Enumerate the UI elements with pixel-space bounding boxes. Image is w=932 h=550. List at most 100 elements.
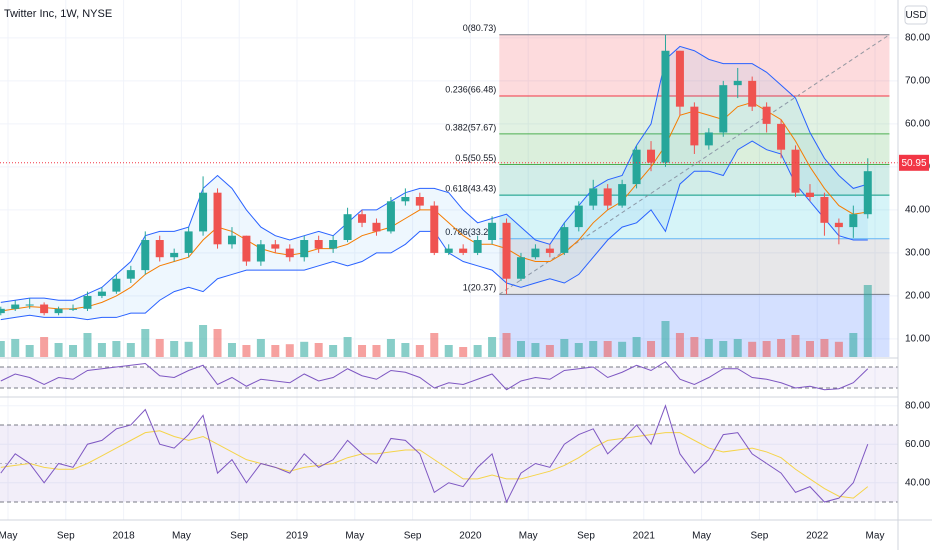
volume-bar bbox=[256, 339, 265, 357]
bollinger-fill bbox=[0, 46, 868, 320]
candle-body bbox=[83, 295, 92, 309]
candle-body bbox=[603, 188, 612, 206]
candle-body bbox=[863, 171, 872, 215]
fib-label: 0.236(66.48) bbox=[445, 84, 496, 94]
volume-bar bbox=[531, 343, 540, 357]
candle-body bbox=[545, 248, 554, 253]
volume-bar bbox=[820, 339, 829, 357]
volume-bar bbox=[271, 345, 280, 357]
candle-body bbox=[430, 205, 439, 253]
candle-body bbox=[199, 192, 208, 232]
volume-bar bbox=[112, 341, 121, 357]
candle-body bbox=[733, 80, 742, 86]
candle-body bbox=[748, 80, 757, 107]
candle-body bbox=[574, 205, 583, 228]
volume-bar bbox=[632, 337, 641, 357]
volume-bar bbox=[661, 321, 670, 357]
candle-body bbox=[213, 192, 222, 245]
x-tick-label: 2019 bbox=[286, 531, 309, 542]
last-price-box bbox=[899, 154, 929, 171]
candle-body bbox=[314, 240, 323, 249]
candle-body bbox=[126, 270, 135, 279]
volume-bar bbox=[863, 285, 872, 357]
volume-bar bbox=[97, 343, 106, 357]
fib-label: 1(20.37) bbox=[463, 283, 497, 293]
candle-body bbox=[516, 257, 525, 279]
volume-bar bbox=[560, 339, 569, 357]
volume-bar bbox=[329, 345, 338, 357]
x-tick-label: Sep bbox=[57, 531, 75, 542]
candle-body bbox=[661, 50, 670, 163]
currency-box[interactable] bbox=[904, 5, 928, 25]
candle-body bbox=[170, 252, 179, 258]
fib-label: 0.618(43.43) bbox=[445, 184, 496, 194]
volume-bar bbox=[473, 345, 482, 357]
x-tick-label: 2021 bbox=[633, 531, 656, 542]
candle-body bbox=[256, 244, 265, 262]
oscillator-band bbox=[0, 367, 898, 388]
y-tick-label: 80.00 bbox=[905, 32, 930, 43]
x-tick-label: Sep bbox=[751, 531, 769, 542]
candle-body bbox=[589, 188, 598, 206]
candle-body bbox=[805, 192, 814, 197]
fib-label: 0.5(50.55) bbox=[455, 153, 496, 163]
volume-bar bbox=[83, 333, 92, 357]
candle-body bbox=[618, 184, 627, 206]
volume-bar bbox=[762, 341, 771, 357]
candle-body bbox=[444, 248, 453, 253]
volume-bar bbox=[415, 345, 424, 357]
volume-bar bbox=[300, 341, 309, 357]
x-tick-label: May bbox=[519, 531, 538, 542]
volume-bar bbox=[11, 339, 20, 357]
y-tick-label: 30.00 bbox=[905, 248, 930, 259]
chart-title: Twitter Inc, 1W, NYSE bbox=[4, 8, 112, 20]
candle-body bbox=[343, 214, 352, 241]
volume-bar bbox=[227, 343, 236, 357]
volume-bar bbox=[314, 343, 323, 357]
candle-body bbox=[820, 196, 829, 223]
candle-body bbox=[791, 149, 800, 193]
oscillator-line bbox=[0, 361, 869, 391]
candle-body bbox=[25, 304, 34, 306]
volume-bar bbox=[690, 337, 699, 357]
candle-body bbox=[0, 308, 5, 314]
volume-bar bbox=[777, 339, 786, 357]
candle-body bbox=[632, 149, 641, 185]
volume-bar bbox=[141, 329, 150, 357]
x-tick-label: May bbox=[172, 531, 191, 542]
volume-bar bbox=[647, 341, 656, 357]
volume-bar bbox=[170, 341, 179, 357]
candle-body bbox=[40, 304, 49, 314]
candle-body bbox=[849, 214, 858, 228]
volume-bar bbox=[386, 339, 395, 357]
x-tick-label: May bbox=[345, 531, 364, 542]
y-tick-label: 40.00 bbox=[905, 205, 930, 216]
volume-bar bbox=[213, 329, 222, 357]
volume-bar bbox=[488, 337, 497, 357]
candle-body bbox=[502, 222, 511, 279]
volume-bar bbox=[502, 333, 511, 357]
volume-bar bbox=[704, 339, 713, 357]
volume-bar bbox=[675, 333, 684, 357]
volume-bar bbox=[805, 341, 814, 357]
volume-bar bbox=[719, 341, 728, 357]
rsi-ma-line bbox=[0, 430, 869, 499]
x-tick-label: Sep bbox=[404, 531, 422, 542]
candle-body bbox=[386, 201, 395, 232]
volume-bar bbox=[126, 343, 135, 357]
candle-body bbox=[285, 248, 294, 258]
candle-body bbox=[155, 240, 164, 258]
volume-bar bbox=[54, 343, 63, 357]
x-tick-label: 2018 bbox=[112, 531, 135, 542]
volume-bar bbox=[25, 345, 34, 357]
candle-body bbox=[300, 240, 309, 258]
volume-bar bbox=[430, 333, 439, 357]
candle-body bbox=[415, 196, 424, 206]
candle-body bbox=[401, 196, 410, 202]
volume-bar bbox=[401, 343, 410, 357]
candle-body bbox=[675, 50, 684, 107]
candle-body bbox=[242, 235, 251, 262]
volume-bar bbox=[0, 341, 5, 357]
volume-bar bbox=[545, 345, 554, 357]
